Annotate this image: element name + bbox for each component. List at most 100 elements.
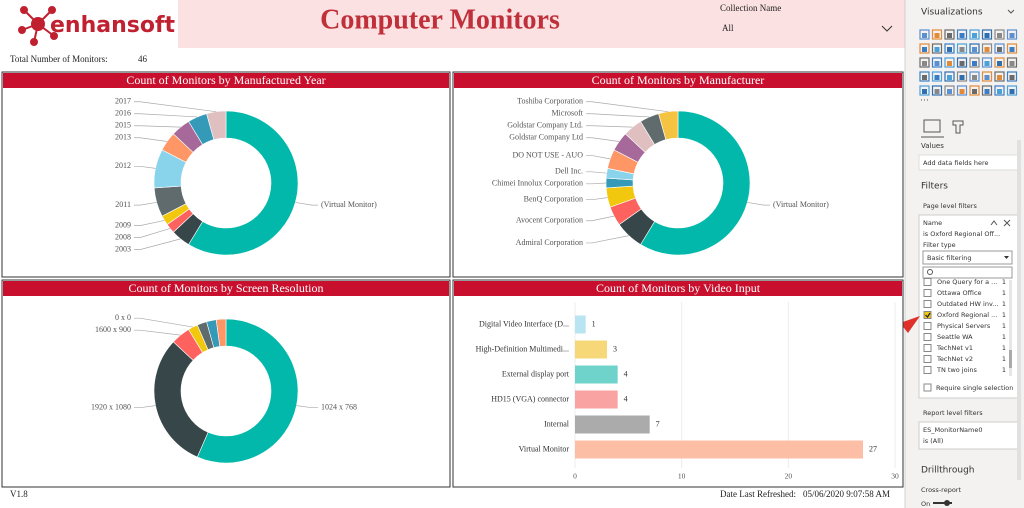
filter-item-label[interactable]: Physical Servers (937, 322, 991, 330)
visual-icon[interactable] (1006, 43, 1018, 54)
visual-icon[interactable] (956, 71, 968, 82)
single-select-checkbox[interactable] (923, 383, 932, 392)
toggle-label: On (921, 500, 930, 508)
slice-label: Admiral Corporation (516, 238, 583, 247)
leader-line (134, 165, 156, 169)
visual-icon[interactable] (931, 29, 943, 40)
pane-collapse[interactable] (1007, 9, 1015, 14)
leader-line (134, 113, 198, 118)
filter-item-label[interactable]: One Query for a ... (937, 278, 997, 286)
visual-icon[interactable] (956, 85, 968, 96)
slice-label: Avocent Corporation (516, 216, 583, 225)
filter-item-label[interactable]: Ottawa Office (937, 289, 982, 297)
visual-icon[interactable] (919, 85, 930, 96)
filter-checkbox[interactable] (923, 300, 932, 308)
leader-line (586, 171, 607, 174)
visual-icon[interactable] (969, 43, 980, 54)
visual-icon-fill (972, 33, 977, 38)
visual-icon-fill (959, 61, 965, 66)
visual-icon-fill (997, 47, 1002, 52)
visual-icon-fill (997, 89, 1002, 94)
category-label: Virtual Monitor (519, 444, 570, 453)
donut-slice (196, 318, 299, 464)
visual-icon[interactable] (994, 85, 1005, 96)
visual-icon-fill (972, 47, 977, 52)
visual-icon[interactable] (994, 43, 1005, 54)
search-box[interactable] (922, 266, 1013, 279)
filter-checkbox[interactable] (923, 355, 932, 363)
report-filter-card[interactable] (918, 421, 1019, 450)
visual-icon[interactable] (1006, 71, 1018, 82)
slicer-chevron[interactable] (881, 25, 893, 32)
visual-icon[interactable] (931, 43, 943, 54)
filter-item-label[interactable]: Seattle WA (937, 333, 973, 341)
visual-icon[interactable] (981, 57, 993, 68)
bar (575, 390, 618, 409)
filter-item-label[interactable]: TN two joins (936, 366, 978, 374)
visual-icon[interactable] (981, 71, 993, 82)
pane-scrollbar[interactable] (1017, 140, 1021, 480)
filter-checkbox[interactable] (923, 278, 932, 286)
toggle-knob[interactable] (944, 500, 950, 506)
slice-label: 1024 x 768 (321, 403, 357, 412)
filter-item-label[interactable]: TechNet v2 (936, 355, 973, 363)
leader-line (134, 329, 181, 336)
visual-icon[interactable] (944, 71, 955, 82)
visual-icon[interactable] (956, 57, 968, 68)
filter-type-select[interactable] (922, 250, 1013, 265)
visual-icon[interactable] (969, 71, 980, 82)
filter-item-label[interactable]: Outdated HW inv... (937, 300, 998, 308)
logo-text: enhansoft (50, 13, 176, 38)
visual-icon[interactable] (931, 57, 943, 68)
list-scroll-thumb[interactable] (1009, 350, 1012, 368)
visual-icon[interactable] (969, 29, 980, 40)
visual-icon[interactable] (994, 57, 1005, 68)
slicer[interactable] (712, 0, 905, 48)
filter-controls[interactable] (990, 219, 1011, 227)
visual-icon[interactable] (969, 57, 980, 68)
donut-slice (658, 110, 679, 141)
filter-item-label[interactable]: Oxford Regional ... (937, 311, 997, 319)
visual-icon[interactable] (956, 43, 968, 54)
filter-item-count: 1 (1002, 344, 1006, 352)
visual-icon[interactable] (969, 85, 980, 96)
visual-icon[interactable] (944, 43, 955, 54)
visual-icon[interactable] (1006, 57, 1018, 68)
slice-label: 2016 (115, 109, 131, 118)
visual-icon[interactable] (919, 57, 930, 68)
page-title: Computer Monitors (320, 4, 560, 35)
filter-type[interactable]: Basic filtering (927, 254, 971, 262)
filter-item-label[interactable]: TechNet v1 (936, 344, 973, 352)
filter-checkbox[interactable] (923, 289, 932, 297)
slicer-value[interactable]: All (722, 23, 734, 33)
visual-icon[interactable] (981, 85, 993, 96)
visual-icon[interactable] (919, 29, 930, 40)
visual-icon[interactable] (944, 29, 955, 40)
visual-icon[interactable] (956, 29, 968, 40)
visual-icon[interactable] (981, 43, 993, 54)
slice-label: 2003 (115, 244, 131, 253)
visual-icon[interactable] (944, 57, 955, 68)
visual-icon-fill (1009, 47, 1015, 52)
visual-icon[interactable] (919, 71, 930, 82)
leader-line (586, 137, 620, 142)
visual-icon[interactable] (981, 29, 993, 40)
filter-checkbox[interactable] (923, 366, 932, 374)
filter-checkbox[interactable] (923, 322, 932, 330)
fields-tab[interactable] (923, 119, 941, 133)
visual-icon[interactable] (919, 43, 930, 54)
filter-checkbox[interactable] (923, 333, 932, 341)
format-tab[interactable] (952, 120, 964, 134)
visual-icon[interactable] (1006, 29, 1018, 40)
visual-icon[interactable] (1006, 85, 1018, 96)
visual-icon[interactable] (931, 85, 943, 96)
visual-icon[interactable] (994, 71, 1005, 82)
visual-icon-fill (997, 33, 1002, 38)
filter-checkbox[interactable] (923, 344, 932, 352)
visual-icon[interactable] (944, 85, 955, 96)
filter-checkbox[interactable] (923, 311, 932, 319)
refresh-label: Date Last Refreshed: (720, 489, 796, 499)
visual-icon[interactable] (931, 71, 943, 82)
x-tick-label: 20 (785, 472, 793, 481)
visual-icon[interactable] (994, 29, 1005, 40)
